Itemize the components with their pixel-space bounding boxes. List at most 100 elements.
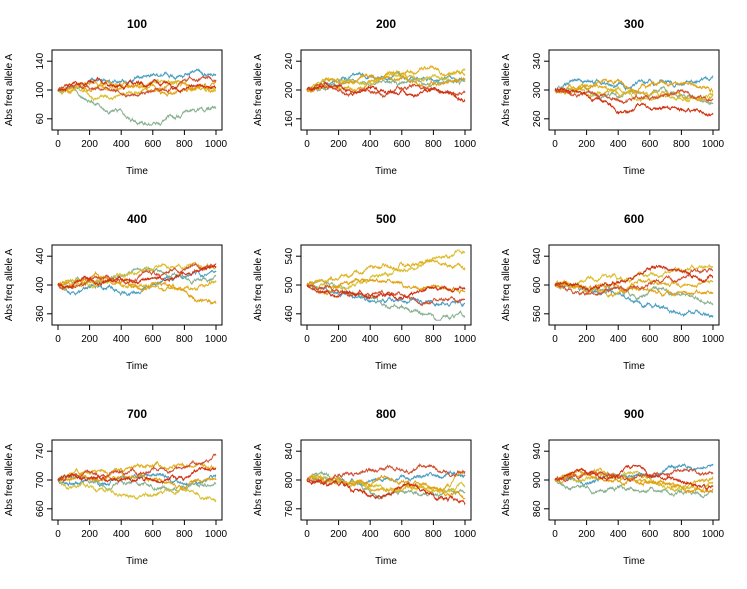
x-tick-label: 800 bbox=[673, 529, 690, 540]
series-line-2 bbox=[555, 479, 714, 499]
x-tick-label: 1000 bbox=[454, 139, 477, 150]
x-tick-label: 200 bbox=[330, 334, 347, 345]
panel-title: 500 bbox=[376, 212, 396, 226]
y-tick-label: 760 bbox=[284, 500, 295, 517]
x-tick-label: 600 bbox=[393, 334, 410, 345]
series-line-4 bbox=[554, 277, 714, 299]
series-line-2 bbox=[306, 278, 466, 321]
y-tick-label: 500 bbox=[284, 276, 295, 293]
x-tick-label: 800 bbox=[673, 334, 690, 345]
x-tick-label: 1000 bbox=[702, 139, 725, 150]
series-line-5 bbox=[57, 473, 217, 491]
x-tick-label: 800 bbox=[176, 529, 193, 540]
x-axis-label: Time bbox=[126, 556, 148, 567]
panel-800: 800 0 200 400 600 800 1000 760 800 840 Time Abs fre… bbox=[253, 407, 477, 567]
series-line-5 bbox=[57, 271, 217, 305]
y-tick-label: 640 bbox=[532, 247, 543, 264]
x-tick-label: 200 bbox=[81, 529, 98, 540]
x-axis-label: Time bbox=[126, 361, 148, 372]
series-line-2 bbox=[306, 77, 465, 92]
x-axis-label: Time bbox=[126, 166, 148, 177]
series-line-5 bbox=[554, 78, 714, 96]
x-tick-label: 0 bbox=[304, 529, 310, 540]
x-tick-label: 0 bbox=[304, 139, 310, 150]
series-line-6 bbox=[57, 262, 217, 291]
series-line-7 bbox=[554, 87, 714, 118]
y-axis-label: Abs freq allele A bbox=[253, 54, 264, 127]
x-tick-label: 200 bbox=[330, 139, 347, 150]
series-line-7 bbox=[57, 466, 217, 485]
panel-title: 300 bbox=[624, 17, 644, 31]
x-tick-label: 1000 bbox=[205, 334, 228, 345]
x-tick-label: 1000 bbox=[702, 529, 725, 540]
x-tick-label: 200 bbox=[578, 529, 595, 540]
x-tick-label: 800 bbox=[176, 139, 193, 150]
x-tick-label: 600 bbox=[393, 139, 410, 150]
series-line-2 bbox=[57, 85, 217, 126]
x-tick-label: 400 bbox=[113, 139, 130, 150]
x-tick-label: 400 bbox=[362, 334, 379, 345]
panel-200: 200 0 200 400 600 800 1000 160 200 240 Time Abs fre… bbox=[253, 17, 477, 177]
x-tick-label: 1000 bbox=[454, 334, 477, 345]
x-tick-label: 1000 bbox=[454, 529, 477, 540]
y-tick-label: 100 bbox=[35, 81, 46, 98]
y-axis-label: Abs freq allele A bbox=[501, 249, 512, 322]
panel-title: 400 bbox=[127, 212, 147, 226]
series-line-4 bbox=[554, 82, 714, 102]
series-line-6 bbox=[57, 74, 217, 98]
y-tick-label: 900 bbox=[532, 471, 543, 488]
y-tick-label: 660 bbox=[35, 500, 46, 517]
x-axis-label: Time bbox=[623, 361, 645, 372]
y-tick-label: 700 bbox=[35, 471, 46, 488]
x-axis-label: Time bbox=[623, 556, 645, 567]
y-axis-label: Abs freq allele A bbox=[501, 444, 512, 517]
series-line-3 bbox=[306, 249, 466, 291]
y-tick-label: 200 bbox=[284, 81, 295, 98]
x-tick-label: 1000 bbox=[702, 334, 725, 345]
x-tick-label: 200 bbox=[578, 139, 595, 150]
series-line-3 bbox=[306, 68, 466, 92]
x-tick-label: 400 bbox=[362, 139, 379, 150]
panel-400: 400 0 200 400 600 800 1000 360 400 440 Time Abs fre… bbox=[4, 212, 228, 372]
x-tick-label: 0 bbox=[304, 334, 310, 345]
x-tick-label: 800 bbox=[176, 334, 193, 345]
panel-700: 700 0 200 400 600 800 1000 660 700 740 Time Abs fre… bbox=[4, 407, 228, 567]
y-tick-label: 300 bbox=[532, 81, 543, 98]
panel-title: 800 bbox=[376, 407, 396, 421]
x-tick-label: 200 bbox=[81, 334, 98, 345]
x-tick-label: 200 bbox=[330, 529, 347, 540]
x-tick-label: 0 bbox=[55, 139, 61, 150]
series-line-3 bbox=[554, 470, 714, 493]
x-tick-label: 800 bbox=[425, 139, 442, 150]
x-tick-label: 400 bbox=[113, 529, 130, 540]
y-tick-label: 160 bbox=[284, 110, 295, 127]
series-line-6 bbox=[554, 467, 714, 483]
series-line-6 bbox=[554, 88, 714, 105]
x-tick-label: 600 bbox=[393, 529, 410, 540]
series-line-5 bbox=[57, 79, 217, 98]
panel-900: 900 0 200 400 600 800 1000 860 900 940 Time Abs fre… bbox=[501, 407, 725, 567]
x-tick-label: 1000 bbox=[205, 139, 228, 150]
y-axis-label: Abs freq allele A bbox=[253, 444, 264, 517]
x-tick-label: 400 bbox=[362, 529, 379, 540]
panel-500: 500 0 200 400 600 800 1000 460 500 540 Time Abs fre… bbox=[253, 212, 477, 372]
x-tick-label: 800 bbox=[425, 334, 442, 345]
x-tick-label: 400 bbox=[610, 529, 627, 540]
y-tick-label: 240 bbox=[284, 52, 295, 69]
x-tick-label: 400 bbox=[113, 334, 130, 345]
series-line-7 bbox=[306, 81, 466, 103]
series-line-7 bbox=[306, 479, 466, 506]
series-line-4 bbox=[554, 467, 714, 492]
series-line-5 bbox=[306, 277, 466, 296]
x-axis-label: Time bbox=[375, 361, 397, 372]
x-tick-label: 600 bbox=[641, 139, 658, 150]
x-tick-label: 600 bbox=[641, 529, 658, 540]
y-axis-label: Abs freq allele A bbox=[253, 249, 264, 322]
series-line-4 bbox=[306, 258, 466, 289]
series-line-7 bbox=[57, 76, 217, 94]
series-line-1 bbox=[57, 269, 217, 297]
x-tick-label: 400 bbox=[610, 334, 627, 345]
y-tick-label: 860 bbox=[532, 500, 543, 517]
